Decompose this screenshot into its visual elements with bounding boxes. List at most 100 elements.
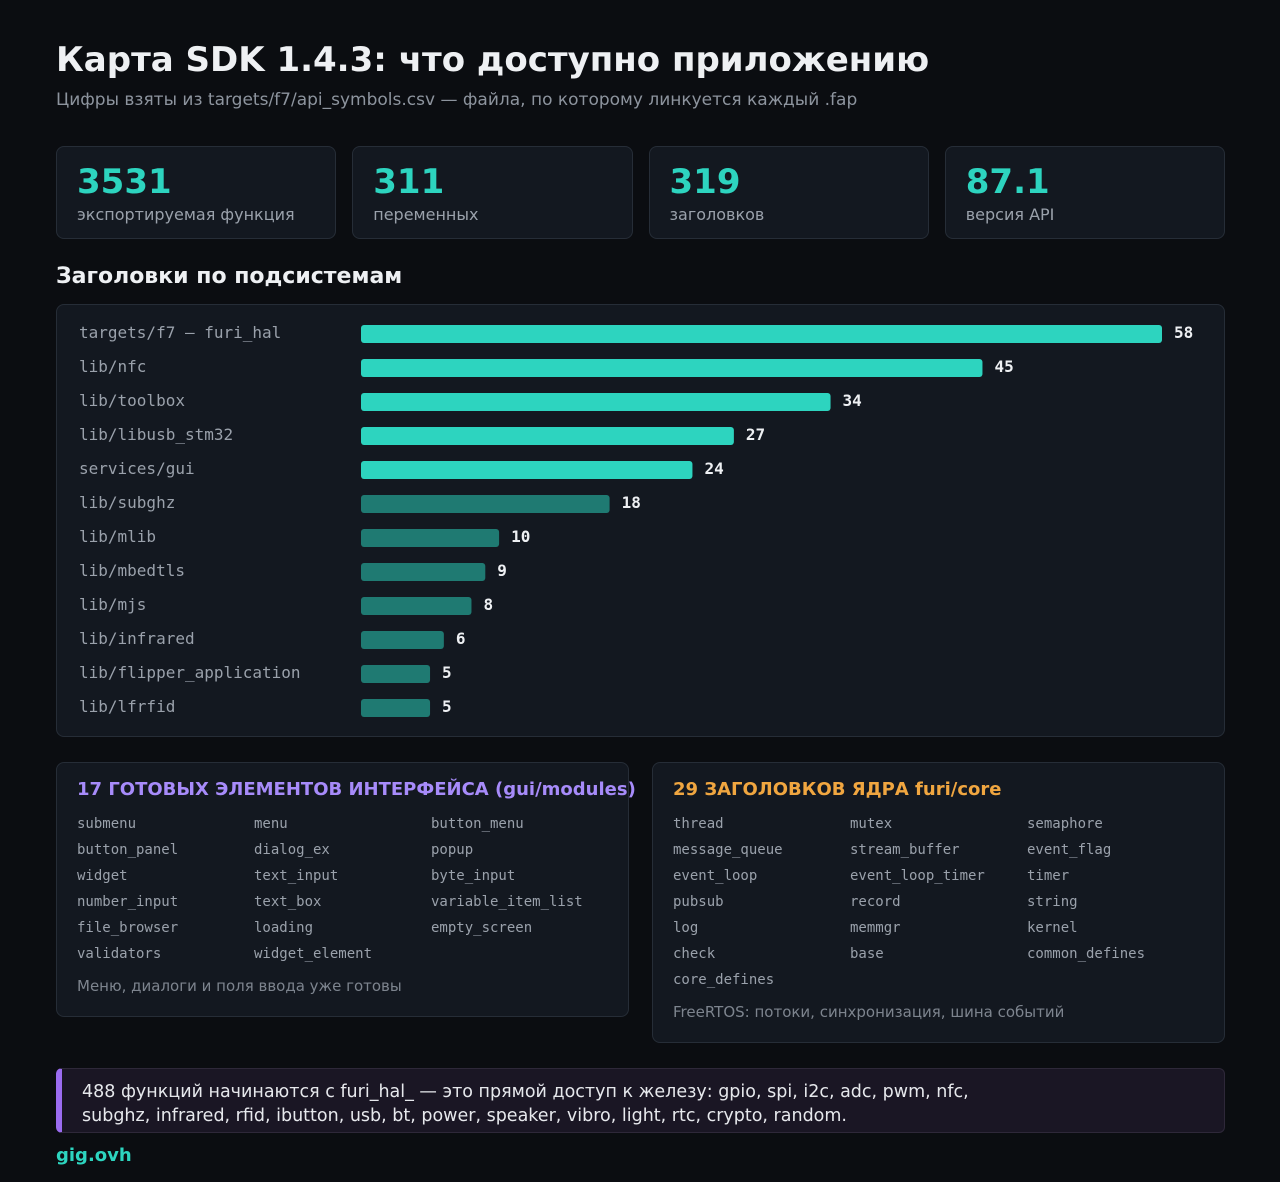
bar-category-label: lib/toolbox: [79, 391, 185, 410]
core-headers-list: thread mutex semaphore message_queue stream_…: [673, 811, 1224, 993]
gui-module-item: byte_input: [431, 868, 516, 884]
core-header-item: pubsub: [673, 894, 724, 910]
core-header-item: core_defines: [673, 972, 775, 988]
bar: [361, 393, 831, 411]
gui-module-item: submenu: [77, 816, 137, 832]
stat-value: 3531: [77, 162, 172, 202]
bar-value-label: 5: [442, 697, 452, 716]
page-title: Карта SDK 1.4.3: что доступно приложению: [56, 40, 930, 80]
bar-value-label: 34: [843, 391, 862, 410]
bar-category-label: targets/f7 — furi_hal: [79, 323, 281, 342]
gui-module-item: popup: [431, 842, 474, 858]
bar-value-label: 9: [497, 561, 507, 580]
core-header-item: record: [850, 894, 901, 910]
bar-category-label: lib/mlib: [79, 527, 156, 546]
core-header-item: timer: [1027, 868, 1070, 884]
bar-value-label: 8: [483, 595, 493, 614]
gui-module-item: widget: [77, 868, 128, 884]
stat-value: 87.1: [965, 162, 1050, 202]
bar-category-label: lib/mbedtls: [79, 561, 185, 580]
bar-category-label: lib/libusb_stm32: [79, 425, 233, 444]
bar-category-label: lib/subghz: [79, 493, 175, 512]
section-title: Заголовки по подсистемам: [56, 264, 403, 289]
core-header-item: event_loop: [673, 868, 758, 884]
furi-hal-callout: 488 функций начинаются с furi_hal_ — это…: [56, 1068, 1225, 1133]
page-subtitle: Цифры взяты из targets/f7/api_symbols.cs…: [56, 90, 858, 110]
core-header-item: stream_buffer: [850, 842, 960, 858]
bar-value-label: 10: [511, 527, 530, 546]
bar: [361, 495, 610, 513]
bar: [361, 665, 431, 683]
gui-module-item: text_box: [254, 894, 322, 910]
core-header-item: base: [850, 946, 884, 962]
bar-value-label: 27: [746, 425, 765, 444]
bar-category-label: services/gui: [79, 459, 195, 478]
bar-category-label: lib/infrared: [79, 629, 195, 648]
core-panel-title: 29 ЗАГОЛОВКОВ ЯДРА furi/core: [673, 779, 1002, 800]
footer-brand: gig.ovh: [56, 1145, 132, 1166]
gui-module-item: text_input: [254, 868, 339, 884]
stat-label: версия API: [965, 205, 1055, 224]
stat-card-functions: 3531 экспортируемая функция: [56, 146, 337, 239]
gui-modules-list: submenu menu button_menu button_panel dialog…: [77, 811, 628, 967]
bar-value-label: 58: [1174, 323, 1193, 342]
stat-label: переменных: [373, 205, 479, 224]
gui-module-item: variable_item_list: [431, 894, 583, 910]
bar: [361, 563, 486, 581]
bar-value-label: 45: [994, 357, 1013, 376]
stats-row: 3531 экспортируемая функция 311 переменн…: [56, 146, 1225, 239]
gui-module-item: dialog_ex: [254, 842, 330, 858]
core-headers-panel: 29 ЗАГОЛОВКОВ ЯДРА furi/core thread mutex…: [652, 762, 1225, 1043]
stat-value: 319: [669, 162, 741, 202]
gui-panel-note: Меню, диалоги и поля ввода уже готовы: [77, 977, 402, 995]
gui-module-item: button_menu: [431, 816, 524, 832]
bar-value-label: 5: [442, 663, 452, 682]
stat-value: 311: [373, 162, 445, 202]
bar-category-label: lib/lfrfid: [79, 697, 175, 716]
core-header-item: event_loop_timer: [850, 868, 985, 884]
bar: [361, 427, 734, 445]
core-header-item: string: [1027, 894, 1078, 910]
stat-label: экспортируемая функция: [77, 205, 295, 224]
gui-module-item: button_panel: [77, 842, 179, 858]
gui-module-item: file_browser: [77, 920, 179, 936]
bar-value-label: 18: [622, 493, 641, 512]
core-header-item: check: [673, 946, 716, 962]
core-header-item: thread: [673, 816, 724, 832]
headers-bar-chart: targets/f7 — furi_hal 58 lib/nfc 45 lib/tool…: [56, 304, 1225, 737]
bar: [361, 461, 693, 479]
core-header-item: memmgr: [850, 920, 901, 936]
gui-module-item: menu: [254, 816, 288, 832]
bar: [361, 359, 983, 377]
callout-line-1: 488 функций начинаются с furi_hal_ — это…: [82, 1082, 969, 1102]
core-header-item: semaphore: [1027, 816, 1103, 832]
bar: [361, 631, 444, 649]
stat-card-headers: 319 заголовков: [648, 146, 929, 239]
callout-line-2: subghz, infrared, rfid, ibutton, usb, bt…: [82, 1106, 847, 1126]
bar: [361, 529, 500, 547]
core-header-item: message_queue: [673, 842, 783, 858]
core-header-item: common_defines: [1027, 946, 1146, 962]
gui-modules-panel: 17 ГОТОВЫХ ЭЛЕМЕНТОВ ИНТЕРФЕЙСА (gui/mod…: [56, 762, 636, 1017]
gui-module-item: loading: [254, 920, 314, 936]
gui-module-item: validators: [77, 946, 162, 962]
gui-module-item: widget_element: [254, 946, 373, 962]
core-header-item: kernel: [1027, 920, 1078, 936]
core-header-item: mutex: [850, 816, 893, 832]
bar-category-label: lib/nfc: [79, 357, 146, 376]
gui-panel-title: 17 ГОТОВЫХ ЭЛЕМЕНТОВ ИНТЕРФЕЙСА (gui/mod…: [77, 779, 636, 800]
bar: [361, 597, 472, 615]
stat-card-api-version: 87.1 версия API: [944, 146, 1225, 239]
gui-module-item: number_input: [77, 894, 179, 910]
bar: [361, 325, 1162, 343]
core-panel-note: FreeRTOS: потоки, синхронизация, шина со…: [673, 1003, 1065, 1021]
core-header-item: log: [673, 920, 699, 936]
bar-category-label: lib/flipper_application: [79, 663, 301, 682]
bar-value-label: 6: [456, 629, 466, 648]
core-header-item: event_flag: [1027, 842, 1112, 858]
bar-category-label: lib/mjs: [79, 595, 146, 614]
stat-label: заголовков: [669, 205, 765, 224]
bar: [361, 699, 431, 717]
bar-value-label: 24: [704, 459, 723, 478]
